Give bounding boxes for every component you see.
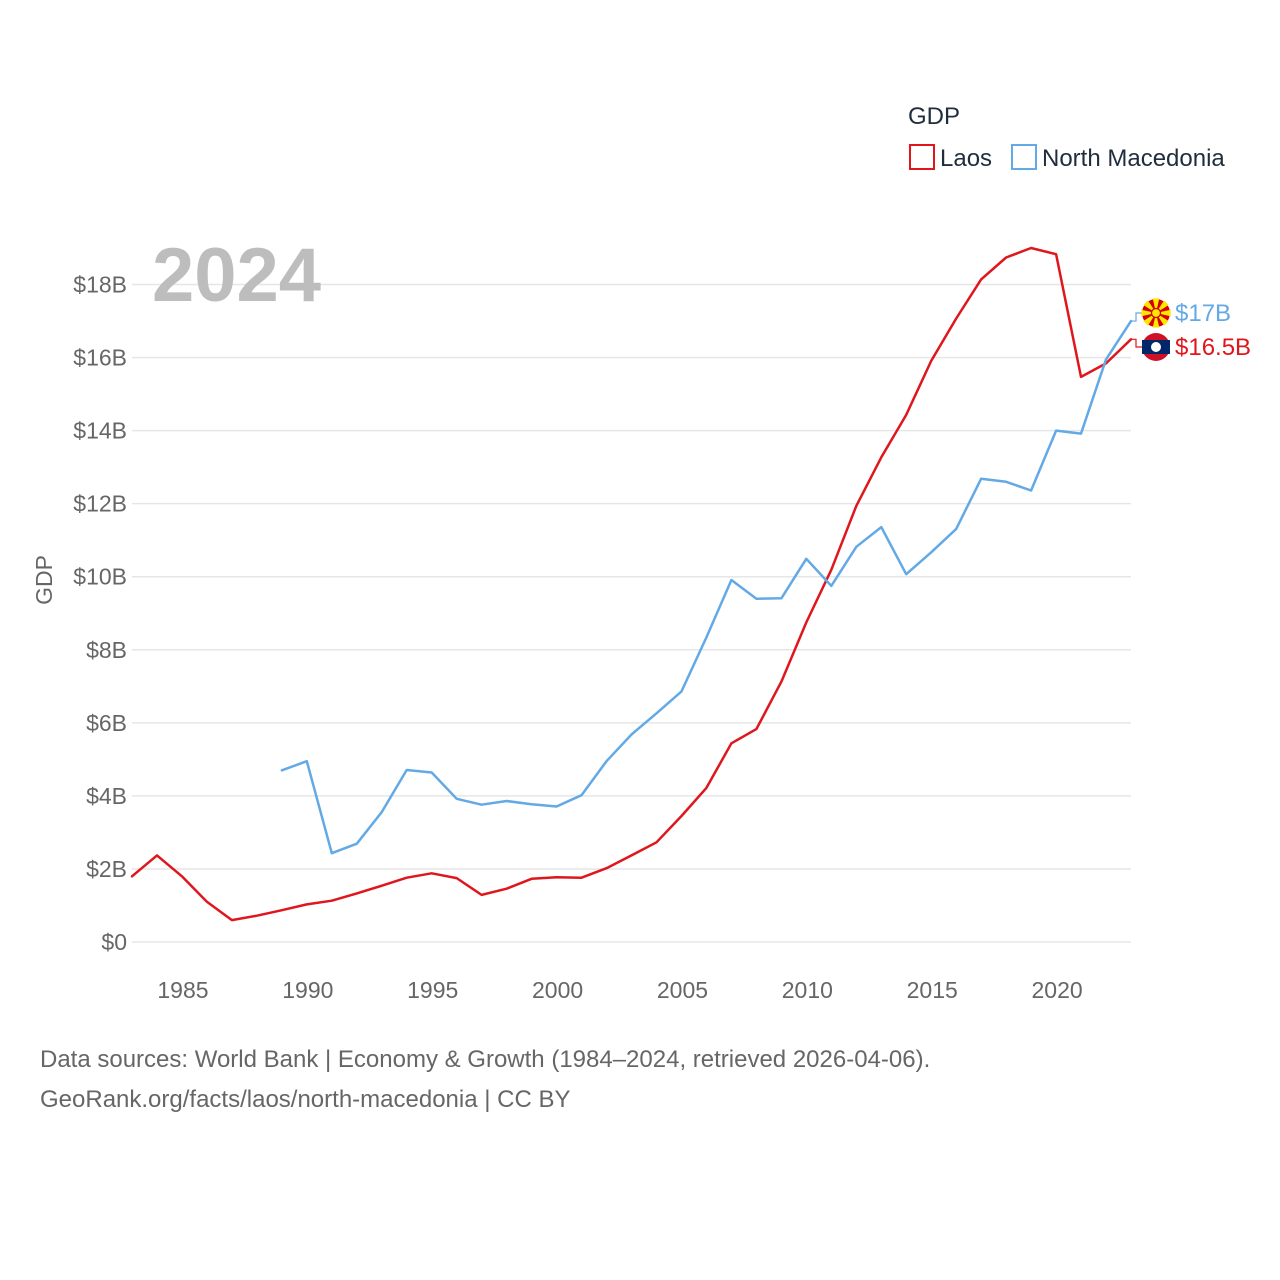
- north-macedonia-flag-icon: [1141, 298, 1171, 328]
- y-tick-label: $6B: [86, 710, 127, 736]
- y-tick-label: $0: [101, 929, 127, 955]
- x-tick-label: 2020: [1032, 977, 1083, 1003]
- legend-swatch-north-macedonia: [1011, 144, 1037, 170]
- y-tick-label: $12B: [73, 491, 127, 517]
- source-note: Data sources: World Bank | Economy & Gro…: [40, 1040, 1240, 1120]
- source-line-1: Data sources: World Bank | Economy & Gro…: [40, 1046, 931, 1073]
- x-tick-label: 2000: [532, 977, 583, 1003]
- end-label-connector-laos: [1131, 338, 1143, 348]
- y-tick-label: $8B: [86, 637, 127, 663]
- y-tick-label: $16B: [73, 345, 127, 371]
- x-axis: 1985 1990 1995 2000 2005 2010 2015 2020: [157, 977, 1082, 1003]
- y-tick-label: $14B: [73, 418, 127, 444]
- y-tick-label: $18B: [73, 272, 127, 298]
- series-line-north-macedonia[interactable]: [280, 319, 1133, 855]
- end-labels: $16.5B $17B: [1131, 298, 1251, 361]
- y-tick-label: $4B: [86, 783, 127, 809]
- source-line-2[interactable]: GeoRank.org/facts/laos/north-macedonia |…: [40, 1086, 571, 1113]
- legend: GDP Laos North Macedonia: [908, 103, 1225, 172]
- x-tick-label: 1985: [157, 977, 208, 1003]
- legend-label-north-macedonia: North Macedonia: [1042, 145, 1225, 172]
- end-value-label-laos: $16.5B: [1175, 334, 1251, 361]
- legend-item-laos[interactable]: Laos: [909, 144, 992, 172]
- y-tick-label: $10B: [73, 564, 127, 590]
- grid-lines: [132, 283, 1131, 943]
- gdp-line-chart: $0$2B$4B$6B$8B$10B$12B$14B$16B$18B 1985 1…: [31, 103, 1251, 1003]
- end-label-connector-north-macedonia: [1131, 312, 1143, 322]
- y-tick-label: $2B: [86, 856, 127, 882]
- x-tick-label: 2010: [782, 977, 833, 1003]
- legend-label-laos: Laos: [940, 145, 992, 172]
- series-lines: [130, 246, 1133, 922]
- y-axis-title: GDP: [31, 555, 57, 605]
- legend-item-north-macedonia[interactable]: North Macedonia: [1011, 144, 1225, 172]
- y-axis: $0 $2B $4B $6B $8B $10B $12B $14B $16B $18B: [73, 272, 127, 955]
- legend-title: GDP: [908, 103, 960, 130]
- series-line-laos[interactable]: [130, 246, 1133, 922]
- x-tick-label: 1990: [282, 977, 333, 1003]
- x-tick-label: 2005: [657, 977, 708, 1003]
- legend-swatch-laos: [909, 144, 935, 170]
- x-tick-label: 2015: [907, 977, 958, 1003]
- x-tick-label: 1995: [407, 977, 458, 1003]
- end-value-label-north-macedonia: $17B: [1175, 300, 1231, 327]
- laos-flag-icon: [1142, 333, 1170, 361]
- year-label: 2024: [152, 233, 321, 318]
